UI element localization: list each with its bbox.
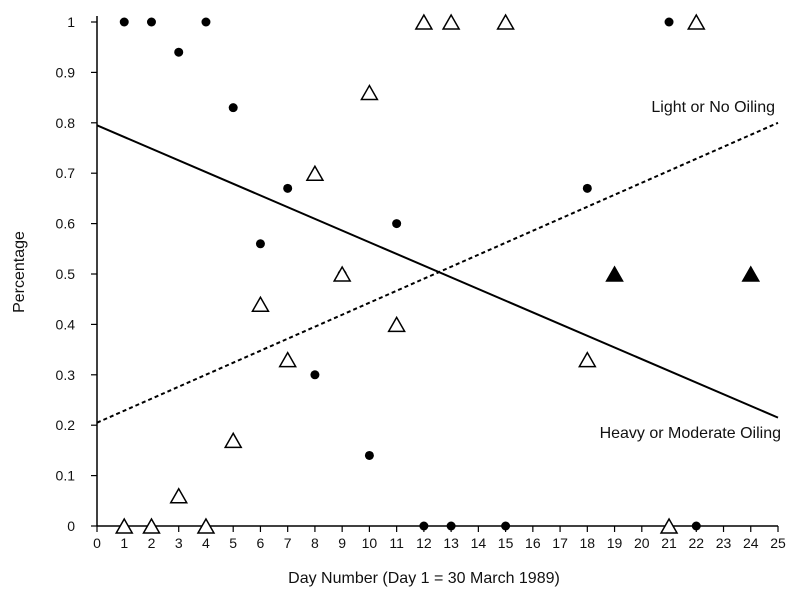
x-tick-label: 6 bbox=[257, 535, 265, 551]
open-triangle-point bbox=[496, 13, 515, 30]
x-tick-label: 10 bbox=[362, 535, 378, 551]
open-triangle-point bbox=[278, 351, 297, 368]
x-axis-title: Day Number (Day 1 = 30 March 1989) bbox=[288, 570, 560, 587]
open-triangle-point bbox=[578, 351, 597, 368]
light-oiling-trend-line bbox=[96, 121, 779, 424]
y-tick-label: 0.7 bbox=[56, 165, 76, 181]
x-tick-label: 24 bbox=[743, 535, 759, 551]
filled-circle-point bbox=[691, 521, 701, 531]
open-triangle-point bbox=[441, 13, 461, 30]
heavy-oiling-trend-line bbox=[96, 124, 779, 419]
y-tick-label: 0.1 bbox=[56, 468, 76, 484]
y-tick-label: 0.3 bbox=[56, 367, 76, 383]
open-triangle-point bbox=[169, 487, 189, 504]
x-tick-label: 4 bbox=[202, 535, 210, 551]
open-triangle-point bbox=[114, 517, 134, 534]
filled-circle-point bbox=[174, 47, 184, 57]
filled-circle-point bbox=[283, 183, 293, 193]
open-triangle-point bbox=[196, 517, 216, 534]
x-tick-label: 7 bbox=[284, 535, 292, 551]
x-tick-label: 1 bbox=[120, 535, 128, 551]
filled-circle-point bbox=[364, 450, 374, 460]
x-tick-label: 9 bbox=[338, 535, 346, 551]
filled-circle-point bbox=[228, 103, 238, 113]
x-tick-label: 18 bbox=[580, 535, 596, 551]
heavy-oiling-label: Heavy or Moderate Oiling bbox=[600, 425, 781, 442]
filled-circle-point bbox=[664, 17, 674, 27]
y-tick-label: 0.2 bbox=[56, 417, 76, 433]
x-tick-label: 2 bbox=[148, 535, 156, 551]
x-tick-label: 20 bbox=[634, 535, 650, 551]
open-triangle-point bbox=[686, 13, 706, 30]
filled-circle-point bbox=[446, 521, 456, 531]
open-triangle-point bbox=[251, 295, 270, 312]
x-tick-label: 21 bbox=[661, 535, 677, 551]
open-triangle-point bbox=[305, 164, 325, 181]
open-triangle-point bbox=[414, 13, 434, 30]
x-tick-label: 16 bbox=[525, 535, 541, 551]
y-tick-label: 0.8 bbox=[56, 115, 76, 131]
x-tick-label: 15 bbox=[498, 535, 514, 551]
x-tick-label: 22 bbox=[688, 535, 704, 551]
y-tick-label: 0.5 bbox=[56, 266, 76, 282]
filled-triangle-point bbox=[605, 265, 624, 282]
filled-circle-point bbox=[392, 219, 402, 229]
x-tick-label: 19 bbox=[607, 535, 623, 551]
x-tick-label: 13 bbox=[443, 535, 459, 551]
y-tick-label: 0.6 bbox=[56, 216, 76, 232]
y-tick-label: 0.4 bbox=[56, 316, 76, 332]
x-tick-label: 25 bbox=[770, 535, 786, 551]
x-tick-label: 8 bbox=[311, 535, 319, 551]
filled-circle-point bbox=[255, 239, 265, 249]
x-tick-label: 0 bbox=[93, 535, 101, 551]
filled-circle-point bbox=[201, 17, 211, 27]
x-tick-label: 14 bbox=[471, 535, 487, 551]
trend-lines bbox=[96, 121, 779, 424]
axes: 0 1 2 3 4 5 6 7 8 9 10 11 12 13 14 15 16 17 18 19 20 21 22 23 24… bbox=[56, 14, 786, 551]
light-oiling-label: Light or No Oiling bbox=[651, 99, 775, 116]
x-tick-label: 11 bbox=[389, 535, 404, 551]
filled-triangle-point bbox=[741, 265, 761, 282]
y-tick-label: 0 bbox=[67, 518, 75, 534]
filled-circle-point bbox=[419, 521, 429, 531]
open-triangle-point bbox=[332, 265, 352, 282]
filled-circle-point bbox=[501, 521, 511, 531]
open-triangle-point bbox=[360, 84, 379, 101]
open-triangle-point bbox=[659, 517, 679, 534]
x-tick-label: 3 bbox=[175, 535, 183, 551]
x-tick-label: 12 bbox=[416, 535, 432, 551]
data-points bbox=[114, 13, 761, 534]
y-tick-label: 1 bbox=[67, 14, 75, 30]
filled-circle-point bbox=[582, 183, 592, 193]
open-triangle-point bbox=[387, 315, 406, 333]
open-triangle-point bbox=[223, 431, 243, 449]
y-tick-label: 0.9 bbox=[56, 64, 76, 80]
filled-circle-point bbox=[146, 17, 156, 27]
y-axis-title: Percentage bbox=[11, 231, 28, 313]
x-tick-label: 17 bbox=[552, 535, 568, 551]
x-tick-label: 23 bbox=[716, 535, 732, 551]
filled-circle-point bbox=[119, 17, 129, 27]
x-tick-label: 5 bbox=[229, 535, 237, 551]
open-triangle-point bbox=[142, 517, 161, 534]
filled-circle-point bbox=[310, 370, 320, 380]
